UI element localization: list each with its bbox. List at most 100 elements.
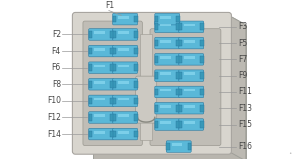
Bar <box>112 97 116 104</box>
Bar <box>200 72 204 79</box>
Bar <box>184 40 195 43</box>
FancyBboxPatch shape <box>112 13 137 25</box>
FancyBboxPatch shape <box>155 86 180 98</box>
FancyBboxPatch shape <box>166 141 191 152</box>
Bar <box>112 81 116 88</box>
Bar <box>118 114 128 117</box>
Bar <box>184 121 195 124</box>
FancyBboxPatch shape <box>155 37 180 49</box>
Bar <box>184 24 195 26</box>
Bar <box>179 72 182 79</box>
FancyBboxPatch shape <box>89 79 114 90</box>
Bar <box>89 131 92 137</box>
Text: F4: F4 <box>52 47 61 56</box>
Bar <box>176 24 180 30</box>
Bar <box>110 114 114 121</box>
Bar <box>110 48 114 54</box>
Bar <box>166 143 170 150</box>
Bar <box>179 24 182 30</box>
FancyBboxPatch shape <box>112 62 137 73</box>
Bar <box>89 81 92 88</box>
Bar <box>89 31 92 38</box>
Text: F12: F12 <box>47 113 61 122</box>
Bar <box>200 24 204 30</box>
Bar <box>200 105 204 112</box>
Bar <box>176 56 180 63</box>
Bar <box>89 64 92 71</box>
FancyBboxPatch shape <box>112 128 137 140</box>
FancyBboxPatch shape <box>112 29 137 40</box>
Bar <box>179 121 182 128</box>
Bar <box>200 40 204 46</box>
Text: F15: F15 <box>238 120 252 129</box>
Bar <box>140 35 152 140</box>
Bar <box>176 72 180 79</box>
FancyBboxPatch shape <box>179 119 204 130</box>
Bar <box>118 81 128 84</box>
FancyBboxPatch shape <box>179 86 204 98</box>
Bar <box>110 31 114 38</box>
Bar <box>155 105 158 112</box>
Bar <box>112 64 116 71</box>
Bar <box>134 16 137 22</box>
Bar <box>184 56 195 59</box>
FancyBboxPatch shape <box>155 21 180 33</box>
FancyBboxPatch shape <box>89 112 114 123</box>
Text: F11: F11 <box>238 87 252 97</box>
Bar <box>155 16 158 22</box>
Bar <box>94 65 105 67</box>
Bar <box>160 24 171 26</box>
Text: F3: F3 <box>238 22 248 31</box>
Polygon shape <box>92 25 246 159</box>
Bar <box>184 89 195 91</box>
Bar <box>110 81 114 88</box>
FancyBboxPatch shape <box>155 119 180 130</box>
Bar <box>112 131 116 137</box>
Bar <box>118 98 128 100</box>
FancyBboxPatch shape <box>112 45 137 57</box>
FancyBboxPatch shape <box>179 21 204 33</box>
Text: F7: F7 <box>238 55 248 64</box>
FancyBboxPatch shape <box>155 13 180 25</box>
FancyBboxPatch shape <box>89 95 114 107</box>
Text: F1: F1 <box>105 1 114 10</box>
FancyBboxPatch shape <box>89 29 114 40</box>
Bar <box>94 31 105 34</box>
Bar <box>118 65 128 67</box>
Bar <box>155 89 158 95</box>
Bar <box>94 48 105 51</box>
Bar <box>134 31 137 38</box>
Bar <box>134 81 137 88</box>
Bar <box>176 89 180 95</box>
Bar <box>176 16 180 22</box>
Bar <box>179 89 182 95</box>
Bar <box>172 143 182 146</box>
Bar <box>94 98 105 100</box>
FancyBboxPatch shape <box>72 12 231 154</box>
Text: F5: F5 <box>238 39 248 48</box>
Bar <box>110 97 114 104</box>
Bar <box>160 56 171 59</box>
FancyBboxPatch shape <box>83 21 142 146</box>
Bar <box>179 56 182 63</box>
Bar <box>184 105 195 108</box>
FancyBboxPatch shape <box>155 54 180 65</box>
Bar <box>155 40 158 46</box>
Bar <box>94 131 105 134</box>
FancyBboxPatch shape <box>112 79 137 90</box>
Bar <box>134 97 137 104</box>
FancyBboxPatch shape <box>179 70 204 81</box>
Bar <box>200 56 204 63</box>
Bar <box>155 56 158 63</box>
Bar <box>155 72 158 79</box>
Bar <box>134 48 137 54</box>
Bar <box>176 121 180 128</box>
Bar <box>118 48 128 51</box>
Bar <box>155 121 158 128</box>
Polygon shape <box>229 15 246 159</box>
Bar <box>112 114 116 121</box>
Bar <box>118 16 128 19</box>
Bar <box>112 16 116 22</box>
Bar <box>176 105 180 112</box>
Bar <box>110 131 114 137</box>
